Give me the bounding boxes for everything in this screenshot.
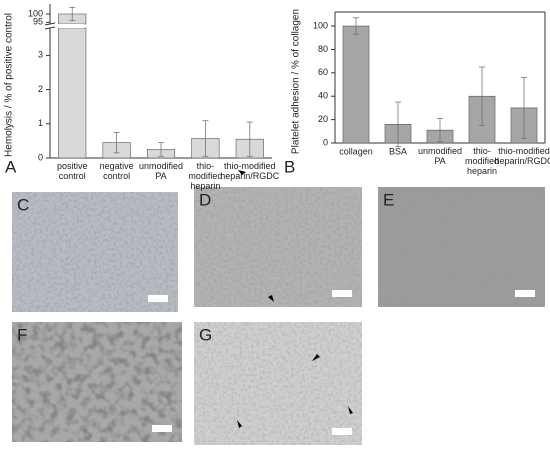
y-axis-label: Platelet adhesion / % of collagen (291, 9, 302, 154)
arrows (237, 170, 353, 428)
y-tick-label: 100 (313, 20, 328, 30)
break-mark (44, 22, 56, 26)
arrow (312, 354, 320, 361)
y-tick-label: 1 (38, 118, 43, 128)
micrograph-texture (378, 187, 545, 307)
x-tick-label: negative control (100, 161, 134, 181)
panel-label: F (17, 325, 27, 344)
x-tick-label: thio-modified heparin (465, 146, 499, 176)
scale-bar (148, 295, 168, 302)
arrow (237, 420, 242, 428)
x-tick-label: positive control (57, 161, 88, 181)
y-tick-label: 0 (323, 137, 328, 147)
x-tick-label: thio-modified heparin/RGDC (220, 161, 280, 181)
y-tick-label: 20 (318, 114, 328, 124)
y-tick-label: 95 (33, 17, 43, 27)
micrograph-texture (194, 322, 362, 445)
scale-bar (332, 428, 352, 435)
x-tick-label: unmodified PA (139, 161, 183, 181)
arrow (348, 406, 353, 414)
micrographs: C D E F G (12, 187, 545, 445)
x-tick-label: thio-modified heparin (188, 161, 222, 191)
scale-bar (152, 425, 172, 432)
micrograph-texture (12, 322, 182, 442)
scale-bar (332, 290, 352, 297)
y-tick-label: 2 (38, 84, 43, 94)
panel-label: D (199, 190, 211, 209)
panel-label: A (5, 157, 17, 176)
x-tick-label: BSA (389, 146, 407, 156)
micrograph-texture (12, 192, 178, 312)
micrograph-texture (194, 187, 362, 307)
x-tick-label: collagen (339, 146, 373, 156)
axis-break (44, 24, 84, 28)
bar (342, 25, 370, 144)
y-tick-label: 0 (38, 152, 43, 162)
y-tick-label: 60 (318, 67, 328, 77)
y-tick-label: 80 (318, 44, 328, 54)
y-tick-label: 40 (318, 91, 328, 101)
panel-label: E (383, 190, 394, 209)
panel-label: B (284, 157, 295, 176)
y-tick-label: 3 (38, 50, 43, 60)
y-tick-label: 100 (28, 8, 43, 18)
arrow (238, 170, 246, 175)
scale-bar (515, 290, 535, 297)
panel-label: C (17, 195, 29, 214)
bar (58, 27, 87, 159)
panel-label: G (199, 325, 212, 344)
arrow (268, 295, 274, 302)
break-mark (44, 26, 56, 30)
x-tick-label: unmodified PA (418, 146, 462, 166)
x-tick-label: thio-modified heparin/RGDC (494, 146, 550, 166)
y-axis-label: Hemolysis / % of positive control (4, 13, 15, 157)
